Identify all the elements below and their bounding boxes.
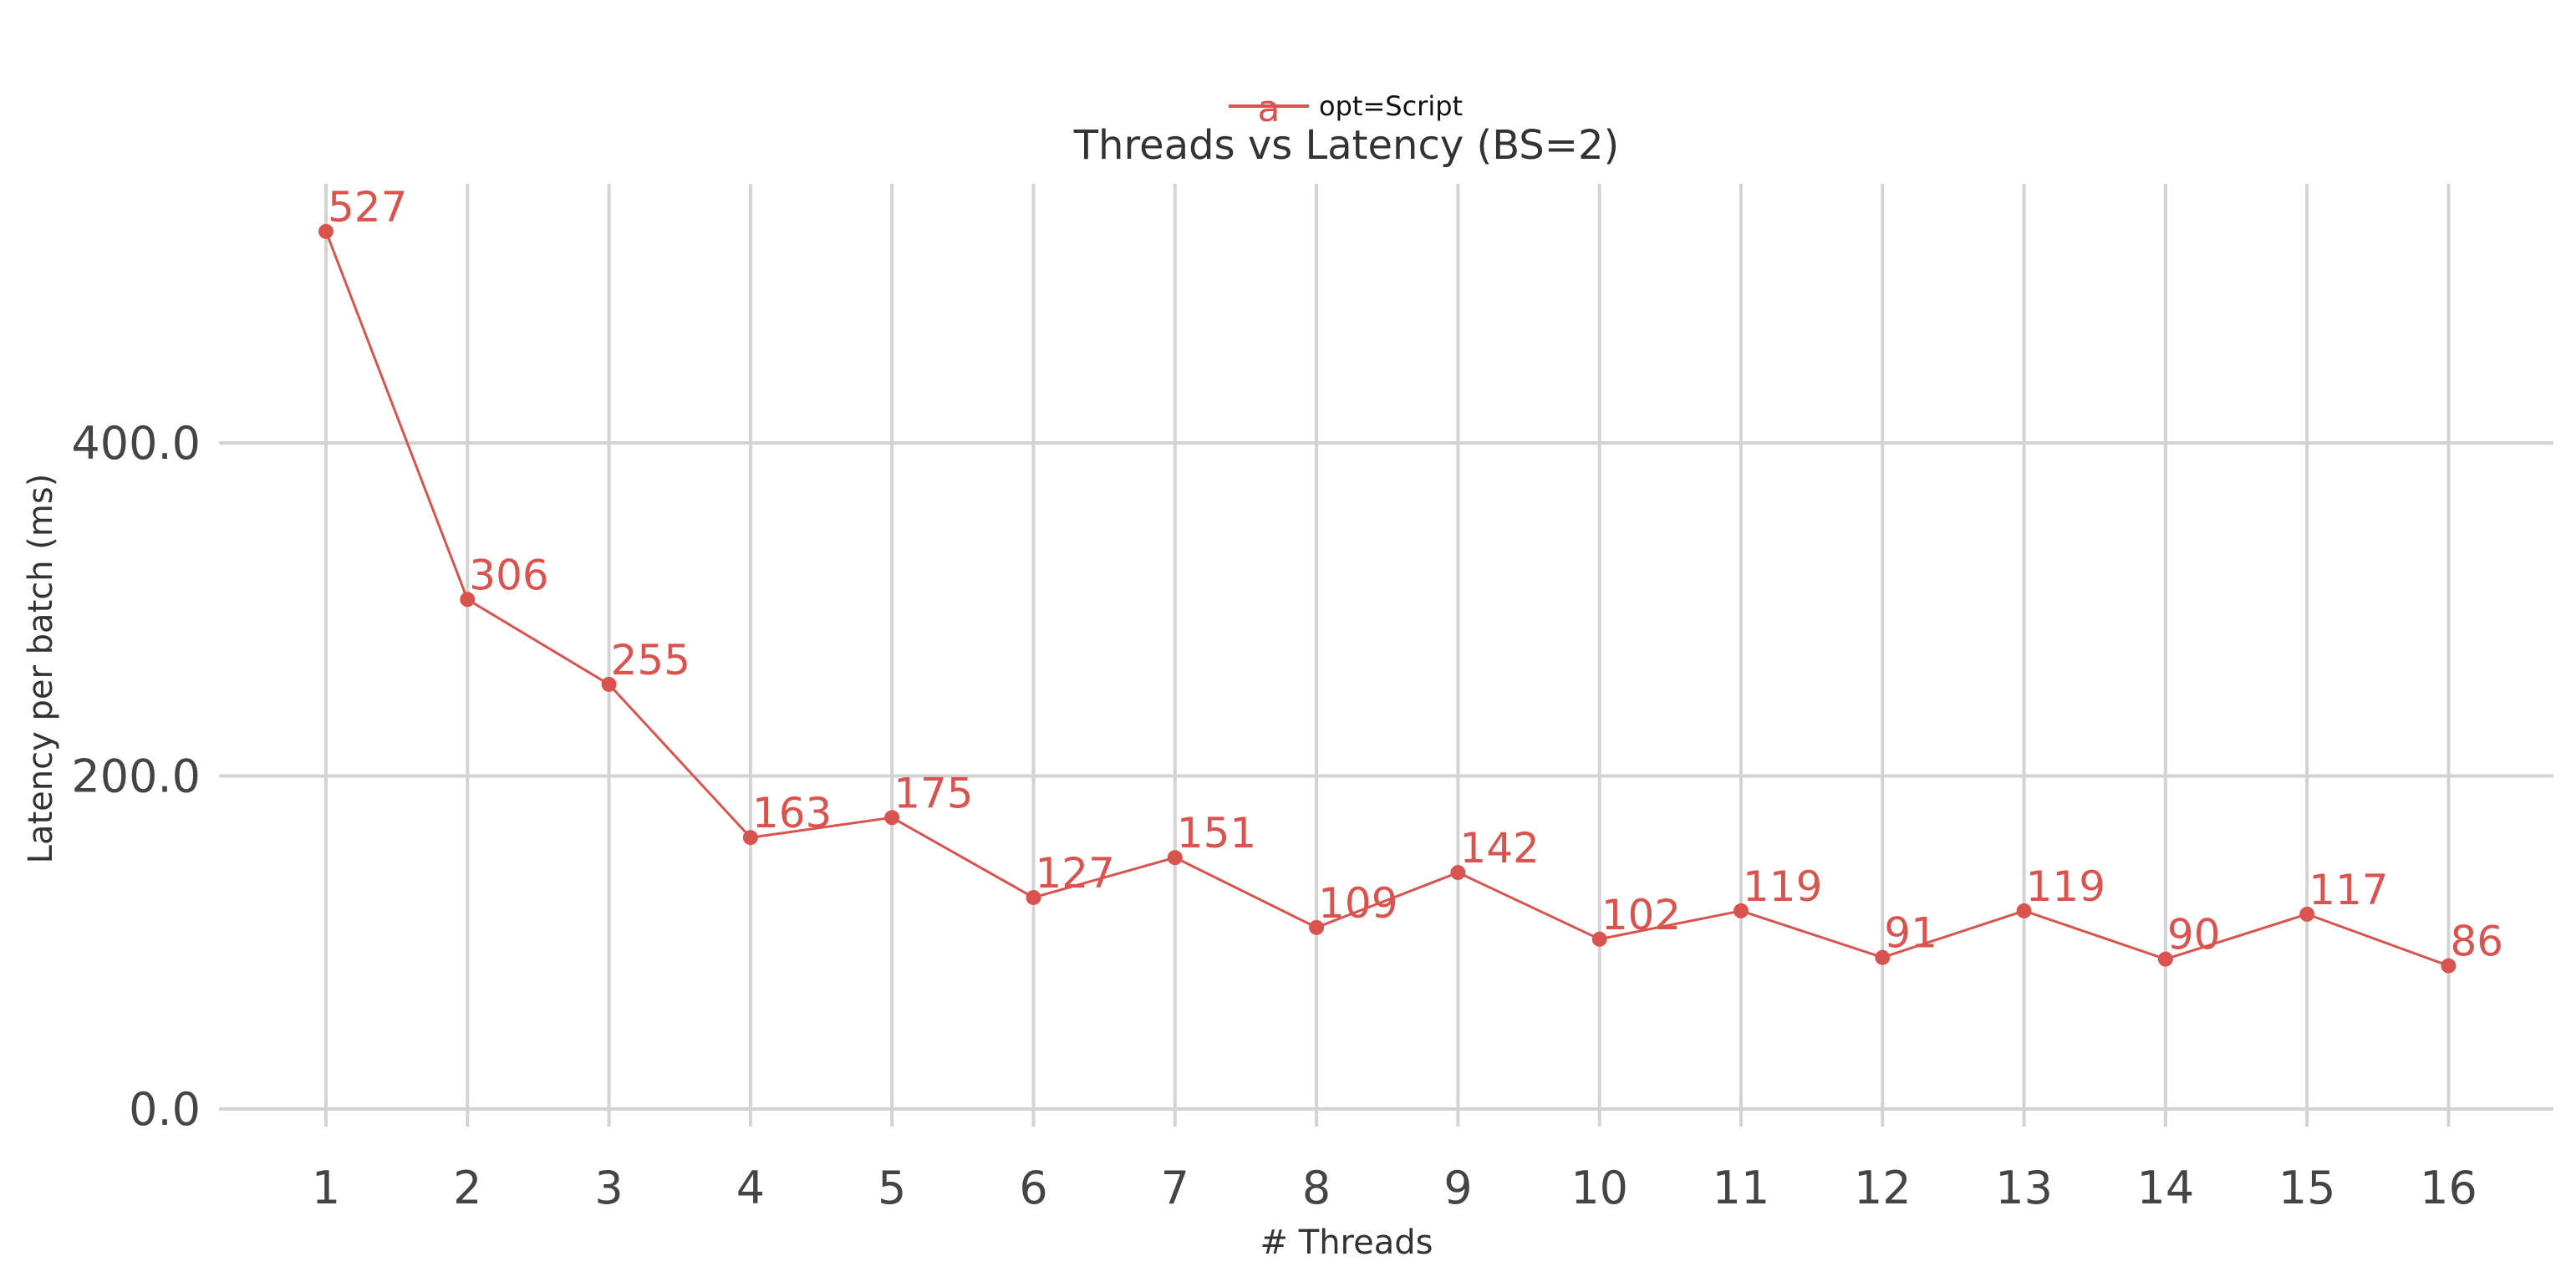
data-label: 119 [2026, 862, 2105, 911]
data-label: 102 [1601, 891, 1681, 939]
y-axis-title: Latency per batch (ms) [22, 474, 60, 864]
data-point[interactable] [1309, 919, 1325, 935]
data-label: 90 [2167, 911, 2221, 959]
legend-marker-glyph: a [1258, 88, 1280, 130]
y-tick-label: 200.0 [71, 750, 201, 803]
data-point[interactable] [460, 592, 476, 608]
y-tick-label: 400.0 [71, 417, 201, 470]
data-label: 119 [1743, 862, 1822, 911]
data-point[interactable] [2016, 903, 2032, 918]
data-point[interactable] [742, 830, 758, 846]
data-point[interactable] [884, 810, 900, 826]
x-tick-label: 5 [878, 1162, 906, 1214]
series-line [324, 231, 2450, 968]
x-tick-label: 15 [2278, 1162, 2336, 1214]
x-tick-label: 4 [736, 1162, 765, 1214]
x-tick-label: 10 [1571, 1162, 1628, 1214]
data-label: 306 [469, 551, 548, 599]
data-point[interactable] [1450, 865, 1466, 881]
data-label: 151 [1177, 809, 1256, 857]
y-tick-label: 0.0 [129, 1083, 201, 1136]
data-label: 163 [752, 789, 832, 837]
data-point[interactable] [1167, 850, 1183, 866]
data-point[interactable] [2299, 906, 2315, 922]
series-line-layer [324, 231, 2450, 968]
data-label: 91 [1884, 909, 1937, 958]
data-label: 255 [611, 636, 690, 684]
data-point[interactable] [2441, 958, 2456, 974]
data-point[interactable] [601, 676, 617, 692]
x-tick-label: 8 [1302, 1162, 1331, 1214]
data-point[interactable] [1026, 889, 1041, 905]
x-tick-label: 9 [1443, 1162, 1472, 1214]
data-label: 117 [2309, 866, 2388, 914]
chart-title: Threads vs Latency (BS=2) [1073, 122, 1620, 169]
x-tick-label: 13 [1995, 1162, 2053, 1214]
x-tick-label: 12 [1854, 1162, 1912, 1214]
x-tick-label: 2 [453, 1162, 481, 1214]
data-label: 175 [893, 769, 973, 817]
data-label-layer: 527 306 255 163 175 127 151 109 142 102 119 91 119 90… [328, 183, 2503, 966]
data-point[interactable] [1875, 949, 1891, 965]
data-point[interactable] [1591, 931, 1607, 947]
data-point[interactable] [1733, 903, 1749, 918]
data-label: 86 [2451, 918, 2504, 966]
legend[interactable]: a opt=Script [1229, 88, 1463, 130]
x-tick-label: 16 [2420, 1162, 2477, 1214]
x-tick-label: 3 [594, 1162, 623, 1214]
x-tick-label: 6 [1019, 1162, 1047, 1214]
x-axis-title: # Threads [1260, 1223, 1433, 1262]
x-tick-label: 14 [2137, 1162, 2195, 1214]
data-point[interactable] [318, 223, 333, 239]
data-label: 142 [1459, 824, 1539, 872]
x-tick-label: 11 [1713, 1162, 1770, 1214]
data-label: 109 [1318, 879, 1397, 928]
x-tick-label: 1 [312, 1162, 340, 1214]
x-tick-label: 7 [1161, 1162, 1189, 1214]
series-point-layer [318, 223, 2456, 974]
data-label: 527 [328, 183, 407, 231]
data-point[interactable] [2157, 951, 2173, 967]
legend-series-label: opt=Script [1319, 90, 1463, 122]
grid-layer [219, 184, 2553, 1127]
data-label: 127 [1036, 849, 1115, 898]
